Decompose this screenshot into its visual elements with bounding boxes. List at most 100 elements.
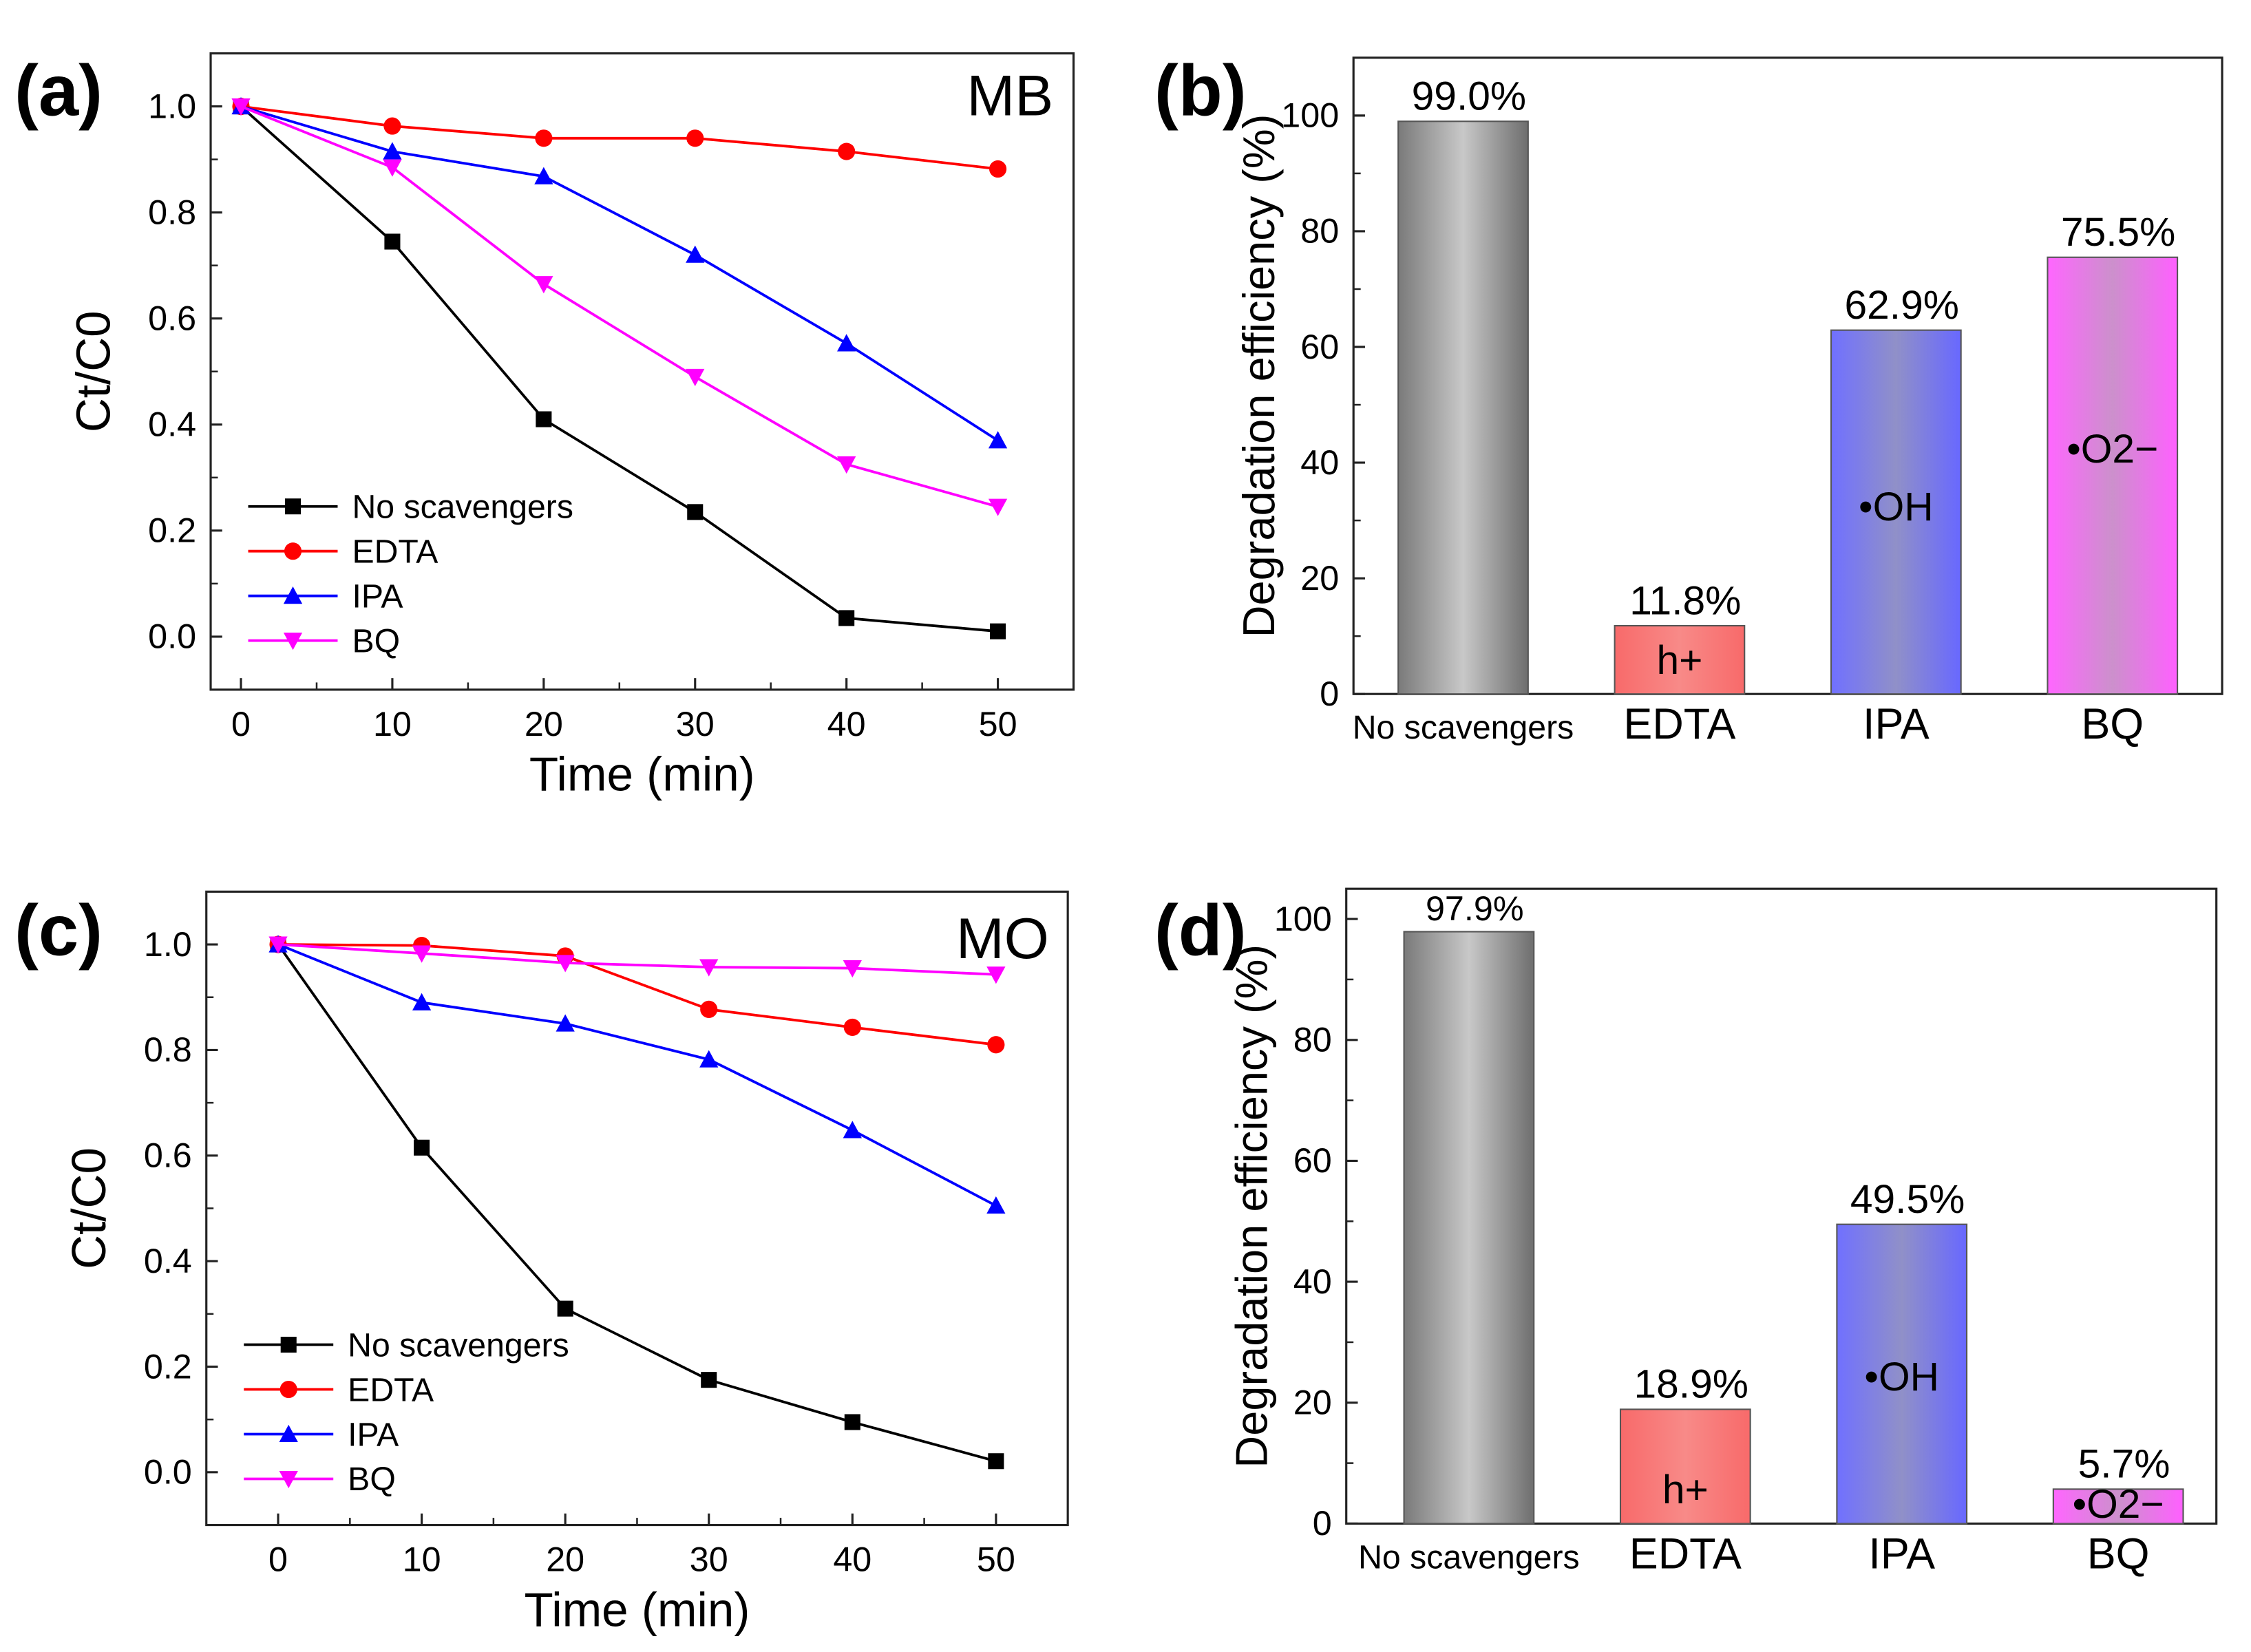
bar-value-label: 18.9%	[1634, 1362, 1748, 1407]
y-tick-label: 20	[1293, 1383, 1332, 1422]
series-line-bq	[277, 943, 996, 976]
plot-frame	[209, 52, 1075, 691]
panel-d: (d) 0 20 40 60 80 100 Degradation efficiency (%…	[1154, 887, 2218, 1578]
y-tick-label: 0.4	[148, 405, 196, 444]
y-tick-label: 0	[1313, 1503, 1332, 1543]
legend-label: IPA	[348, 1416, 399, 1453]
legend-label: IPA	[352, 578, 403, 615]
x-axis-label: Time (min)	[525, 1582, 750, 1636]
bar-ipa	[1830, 329, 1962, 695]
legend-label: No scavengers	[348, 1326, 569, 1364]
data-point	[383, 159, 402, 177]
data-point	[383, 117, 401, 135]
bar-value-label: 5.7%	[2078, 1442, 2170, 1487]
plot-frame	[205, 890, 1069, 1527]
radical-species-label: •O2−	[2073, 1482, 2164, 1527]
data-point	[534, 167, 553, 184]
series-line-no-scavengers	[240, 105, 998, 633]
bar-value-label: 97.9%	[1426, 889, 1524, 928]
data-point	[990, 623, 1006, 639]
bar-edta	[1614, 625, 1746, 695]
data-point	[536, 411, 552, 427]
data-point	[988, 1453, 1004, 1470]
panel-c: (c) 0.0 0.2 0.4 0.6 0.8 1.0 0 10 20 30 40 50 Time (mi…	[14, 890, 1069, 1636]
data-point	[699, 959, 719, 977]
x-axis-label: Time (min)	[529, 748, 755, 801]
series-line-ipa	[240, 105, 999, 442]
y-axis-label: Ct/C0	[62, 1147, 116, 1269]
data-point	[838, 610, 855, 626]
y-axis-label: Degradation efficiency (%)	[1226, 944, 1276, 1468]
y-tick-label: 1.0	[148, 86, 196, 125]
y-tick-label: 100	[1281, 96, 1339, 135]
x-tick-label: 30	[676, 704, 715, 743]
y-axis-label: Ct/C0	[66, 310, 120, 432]
bar-value-label: 75.5%	[2061, 210, 2175, 255]
y-tick-label: 40	[1300, 443, 1339, 482]
series-line-edta	[240, 105, 998, 171]
legend-marker	[280, 1337, 297, 1353]
y-tick-label: 40	[1293, 1262, 1332, 1301]
bar-bq	[2052, 1488, 2184, 1525]
legend-label: BQ	[348, 1461, 396, 1498]
data-point	[556, 1014, 575, 1032]
data-point	[988, 498, 1008, 516]
series-line-ipa	[277, 943, 997, 1207]
data-point	[844, 1414, 860, 1430]
legend-marker	[283, 633, 303, 650]
data-point	[699, 1050, 719, 1068]
data-point	[686, 368, 705, 387]
data-point	[986, 1196, 1006, 1214]
x-tick-label: 40	[827, 704, 866, 743]
x-category-label: IPA	[1868, 1529, 1935, 1578]
x-category-label: No scavengers	[1353, 709, 1574, 746]
data-point	[988, 431, 1008, 449]
data-point	[701, 1372, 717, 1388]
panel-label: (c)	[14, 891, 103, 971]
x-tick-label: 0	[268, 1540, 288, 1579]
series-line-edta	[278, 943, 997, 1046]
bar-value-label: 49.5%	[1850, 1177, 1965, 1222]
legend-label: EDTA	[352, 533, 438, 570]
legend-marker	[283, 586, 303, 604]
radical-species-label: •OH	[1864, 1355, 1939, 1399]
data-point	[268, 936, 288, 954]
series-line-no-scavengers	[277, 943, 997, 1463]
y-tick-label: 1.0	[144, 924, 192, 964]
x-category-label: BQ	[2087, 1529, 2150, 1578]
legend-marker	[284, 542, 302, 560]
data-point	[557, 1300, 573, 1317]
y-tick-label: 100	[1274, 899, 1332, 938]
data-point	[414, 1139, 430, 1156]
y-tick-label: 60	[1293, 1141, 1332, 1180]
legend-marker	[279, 1380, 297, 1399]
x-category-label: EDTA	[1629, 1529, 1742, 1578]
y-tick-label: 0.8	[148, 192, 196, 231]
y-tick-label: 0.2	[144, 1346, 192, 1386]
x-tick-label: 40	[833, 1540, 871, 1579]
y-tick-label: 60	[1300, 327, 1339, 366]
y-tick-label: 0.8	[144, 1030, 192, 1069]
x-category-label: No scavengers	[1358, 1538, 1580, 1576]
x-tick-label: 50	[979, 704, 1017, 743]
bar-value-label: 62.9%	[1845, 283, 1959, 328]
panel-label: (a)	[14, 51, 103, 131]
dye-annotation: MB	[966, 63, 1053, 128]
radical-species-label: h+	[1662, 1468, 1709, 1512]
x-tick-label: 20	[525, 704, 563, 743]
data-point	[556, 955, 575, 973]
data-point	[231, 98, 251, 116]
bar-no-scavengers	[1403, 931, 1535, 1525]
legend-marker	[284, 498, 302, 515]
y-tick-label: 0.6	[148, 298, 196, 337]
data-point	[534, 276, 553, 294]
bar-value-label: 11.8%	[1629, 578, 1741, 623]
y-tick-label: 0.2	[148, 511, 196, 550]
data-point	[700, 1000, 718, 1018]
series-line-bq	[240, 105, 999, 508]
data-point	[986, 966, 1006, 984]
radical-species-label: h+	[1656, 638, 1702, 683]
radical-species-label: •O2−	[2067, 427, 2158, 472]
data-point	[837, 456, 856, 474]
